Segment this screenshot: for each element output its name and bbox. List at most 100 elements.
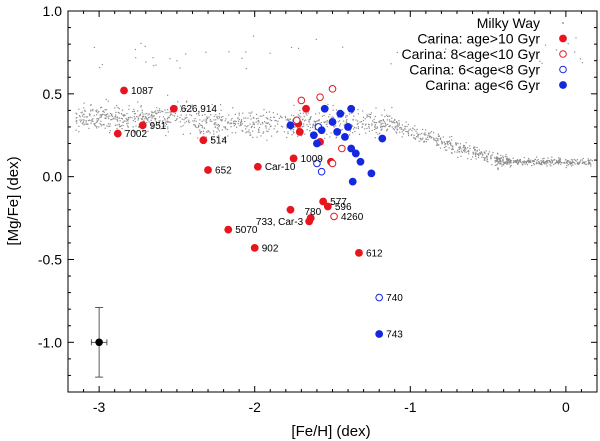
milky-way-dot bbox=[264, 121, 266, 123]
milky-way-dot bbox=[500, 162, 502, 164]
milky-way-dot bbox=[100, 120, 102, 122]
milky-way-dot bbox=[504, 162, 506, 164]
milky-way-dot bbox=[201, 127, 203, 129]
milky-way-dot bbox=[110, 115, 112, 117]
milky-way-dot bbox=[464, 150, 466, 152]
milky-way-dot bbox=[198, 125, 200, 127]
milky-way-dot bbox=[154, 110, 157, 112]
carina-point bbox=[320, 104, 329, 113]
milky-way-dot bbox=[471, 156, 474, 158]
milky-way-dot bbox=[328, 116, 330, 118]
milky-way-dot bbox=[126, 112, 128, 115]
milky-way-dot bbox=[435, 141, 438, 143]
milky-way-dot bbox=[116, 117, 118, 119]
milky-way-dot bbox=[84, 110, 86, 113]
milky-way-dot bbox=[357, 120, 359, 122]
milky-way-dot bbox=[199, 131, 201, 133]
milky-way-dot bbox=[258, 121, 260, 123]
milky-way-dot bbox=[510, 162, 512, 164]
milky-way-dot bbox=[275, 120, 277, 122]
milky-way-dot bbox=[590, 163, 592, 165]
milky-way-dot bbox=[153, 116, 155, 118]
milky-way-dot bbox=[167, 131, 169, 133]
milky-way-dot bbox=[248, 131, 250, 133]
milky-way-dot bbox=[395, 125, 397, 127]
milky-way-dot bbox=[470, 158, 472, 161]
milky-way-dot bbox=[251, 125, 253, 128]
milky-way-dot bbox=[245, 132, 247, 134]
milky-way-dot bbox=[180, 114, 182, 116]
milky-way-dot bbox=[375, 107, 377, 109]
milky-way-dot bbox=[180, 126, 182, 128]
milky-way-dot bbox=[104, 114, 106, 116]
milky-way-dot bbox=[100, 116, 102, 118]
milky-way-dot bbox=[429, 136, 432, 138]
y-tick-label: -0.5 bbox=[38, 251, 62, 267]
milky-way-dot bbox=[516, 159, 518, 162]
milky-way-dot bbox=[170, 121, 172, 123]
milky-way-dot bbox=[166, 120, 168, 122]
milky-way-dot bbox=[83, 119, 85, 121]
milky-way-dot bbox=[396, 122, 398, 124]
milky-way-dot bbox=[99, 66, 101, 69]
milky-way-dot bbox=[401, 124, 403, 126]
milky-way-dot bbox=[169, 114, 171, 117]
milky-way-dot bbox=[133, 115, 135, 118]
milky-way-dot bbox=[280, 125, 283, 127]
milky-way-dot bbox=[244, 120, 246, 123]
milky-way-dot bbox=[380, 126, 382, 129]
milky-way-dot bbox=[496, 158, 498, 160]
milky-way-dot bbox=[243, 117, 245, 119]
milky-way-dot bbox=[233, 122, 235, 124]
milky-way-dot bbox=[287, 132, 289, 135]
milky-way-dot bbox=[94, 123, 96, 125]
milky-way-dot bbox=[249, 115, 251, 117]
milky-way-dot bbox=[90, 109, 92, 111]
milky-way-dot bbox=[218, 113, 220, 115]
milky-way-dot bbox=[375, 122, 378, 124]
milky-way-dot bbox=[137, 118, 140, 120]
milky-way-dot bbox=[415, 130, 417, 132]
milky-way-dot bbox=[474, 146, 476, 148]
milky-way-dot bbox=[137, 110, 139, 112]
milky-way-dot bbox=[547, 160, 549, 162]
milky-way-dot bbox=[154, 119, 156, 121]
milky-way-dot bbox=[508, 158, 510, 160]
milky-way-dot bbox=[268, 128, 270, 130]
milky-way-dot bbox=[565, 166, 567, 169]
milky-way-dot bbox=[153, 65, 155, 67]
milky-way-dot bbox=[583, 162, 585, 164]
milky-way-dot bbox=[150, 114, 152, 117]
milky-way-dot bbox=[108, 115, 110, 117]
milky-way-dot bbox=[346, 115, 348, 117]
milky-way-dot bbox=[414, 137, 416, 139]
milky-way-dot bbox=[83, 113, 85, 116]
milky-way-dot bbox=[368, 124, 370, 126]
milky-way-dot bbox=[479, 152, 481, 154]
milky-way-dot bbox=[293, 104, 295, 106]
milky-way-dot bbox=[530, 161, 532, 163]
milky-way-dot bbox=[176, 115, 179, 117]
milky-way-dot bbox=[167, 112, 169, 114]
milky-way-dot bbox=[437, 144, 439, 146]
milky-way-dot bbox=[368, 115, 370, 118]
milky-way-dot bbox=[179, 121, 181, 123]
milky-way-dot bbox=[416, 128, 418, 131]
milky-way-dot bbox=[309, 123, 311, 125]
milky-way-dot bbox=[100, 125, 103, 127]
milky-way-dot bbox=[140, 42, 142, 44]
milky-way-dot bbox=[458, 151, 461, 153]
milky-way-dot bbox=[174, 120, 176, 122]
milky-way-dot bbox=[302, 112, 305, 114]
milky-way-dot bbox=[524, 163, 526, 165]
milky-way-dot bbox=[536, 162, 538, 164]
milky-way-dot bbox=[186, 116, 188, 118]
milky-way-dot bbox=[567, 161, 569, 163]
milky-way-dot bbox=[301, 126, 304, 128]
milky-way-dot bbox=[408, 134, 410, 137]
milky-way-dot bbox=[581, 159, 583, 161]
milky-way-dot bbox=[251, 111, 253, 113]
milky-way-dot bbox=[494, 164, 497, 166]
milky-way-dot bbox=[502, 155, 504, 157]
